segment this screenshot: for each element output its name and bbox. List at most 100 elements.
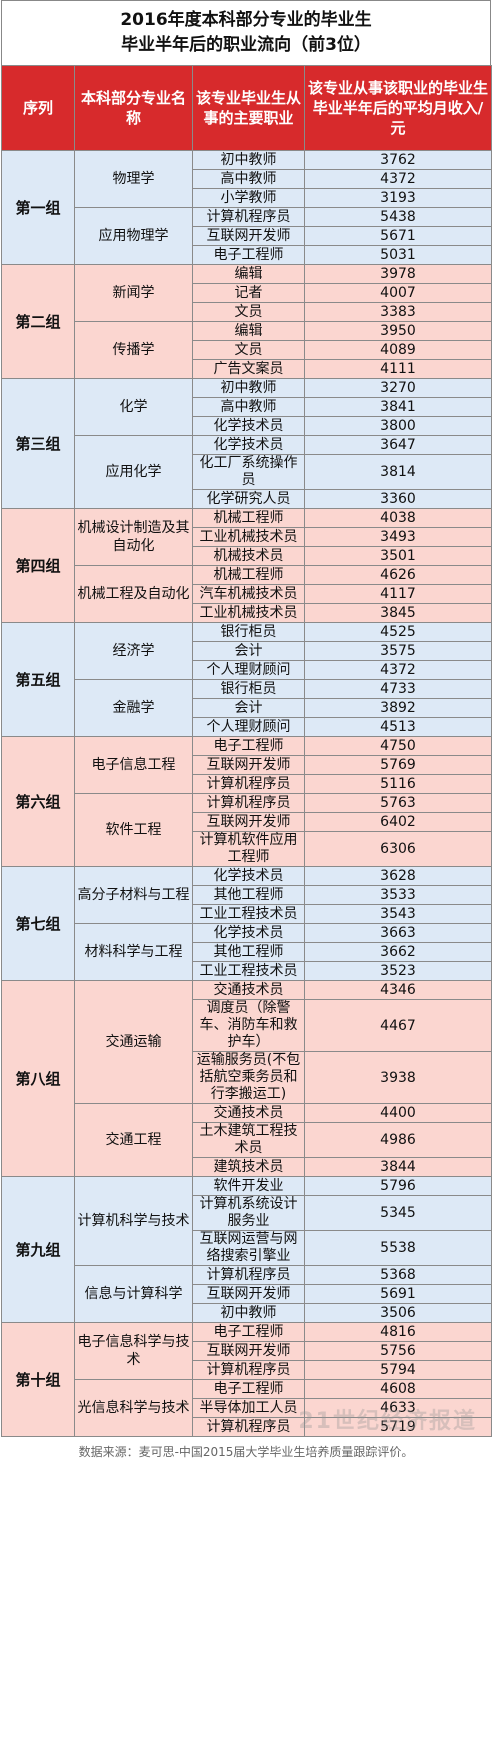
table-row: 文员 3383 — [2, 302, 492, 322]
table-row: 第五组 经济学 银行柜员 4525 — [1, 622, 492, 737]
table-row: 会计 3575 — [2, 641, 492, 661]
job-title: 电子工程师 — [192, 1322, 305, 1342]
job-title: 计算机程序员 — [192, 793, 305, 813]
table-row: 小学教师 3193 — [2, 188, 492, 208]
group-label: 第二组 — [1, 264, 75, 379]
major-name: 经济学 — [74, 622, 193, 680]
monthly-salary: 4750 — [304, 736, 492, 756]
header-job: 该专业毕业生从事的主要职业 — [192, 65, 305, 151]
table-row: 个人理财顾问 4513 — [2, 717, 492, 737]
job-title: 银行柜员 — [192, 679, 305, 699]
job-title: 运输服务员(不包括航空乘务员和行李搬运工) — [192, 1051, 305, 1104]
major-name: 金融学 — [74, 679, 193, 737]
header-salary: 该专业从事该职业的毕业生毕业半年后的平均月收入/元 — [304, 65, 492, 151]
job-title: 个人理财顾问 — [192, 660, 305, 680]
header-group: 序列 — [1, 65, 75, 151]
job-title: 建筑技术员 — [192, 1157, 305, 1177]
monthly-salary: 4626 — [304, 565, 492, 585]
table-row: 第四组 机械设计制造及其自动化 机械工程师 4038 — [1, 508, 492, 623]
table-row: 高中教师 4372 — [2, 169, 492, 189]
table-row: 互联网开发师 5769 — [2, 755, 492, 775]
monthly-salary: 3647 — [304, 435, 492, 455]
table-row: 广告文案员 4111 — [2, 359, 492, 379]
monthly-salary: 3270 — [304, 378, 492, 398]
job-title: 互联网开发师 — [192, 226, 305, 246]
job-title: 会计 — [192, 641, 305, 661]
monthly-salary: 3892 — [304, 698, 492, 718]
table-row: 汽车机械技术员 4117 — [2, 584, 492, 604]
job-title: 高中教师 — [192, 397, 305, 417]
job-title: 软件开发业 — [192, 1176, 305, 1196]
monthly-salary: 3800 — [304, 416, 492, 436]
table-row: 第一组 物理学 初中教师 3762 — [1, 150, 492, 265]
job-title: 工业工程技术员 — [192, 961, 305, 981]
monthly-salary: 5763 — [304, 793, 492, 813]
monthly-salary: 4525 — [304, 622, 492, 642]
table-row: 文员 4089 — [2, 340, 492, 360]
monthly-salary: 4816 — [304, 1322, 492, 1342]
header-row: 序列 本科部分专业名称 该专业毕业生从事的主要职业 该专业从事该职业的毕业生毕业… — [1, 65, 492, 151]
job-title: 半导体加工人员 — [192, 1398, 305, 1418]
monthly-salary: 5719 — [304, 1417, 492, 1437]
table-row: 工业工程技术员 3543 — [2, 904, 492, 924]
group-label: 第三组 — [1, 378, 75, 509]
monthly-salary: 4111 — [304, 359, 492, 379]
major-name: 交通工程 — [74, 1103, 193, 1177]
monthly-salary: 3493 — [304, 527, 492, 547]
table-row: 个人理财顾问 4372 — [2, 660, 492, 680]
table-row: 运输服务员(不包括航空乘务员和行李搬运工) 3938 — [2, 1051, 492, 1104]
monthly-salary: 5769 — [304, 755, 492, 775]
table-row: 化学研究人员 3360 — [2, 489, 492, 509]
job-title: 工业机械技术员 — [192, 527, 305, 547]
monthly-salary: 3575 — [304, 641, 492, 661]
group-label: 第九组 — [1, 1176, 75, 1323]
table-row: 计算机程序员 5116 — [2, 774, 492, 794]
group-label: 第八组 — [1, 980, 75, 1177]
table-row: 材料科学与工程 化学技术员 3663 — [2, 923, 492, 981]
table-row: 第三组 化学 初中教师 3270 — [1, 378, 492, 509]
major-name: 电子信息科学与技术 — [74, 1322, 193, 1380]
job-title: 文员 — [192, 340, 305, 360]
monthly-salary: 3938 — [304, 1051, 492, 1104]
monthly-salary: 3506 — [304, 1303, 492, 1323]
monthly-salary: 5794 — [304, 1360, 492, 1380]
job-title: 初中教师 — [192, 150, 305, 170]
table-row: 计算机程序员 5794 — [2, 1360, 492, 1380]
table-row: 工业机械技术员 3845 — [2, 603, 492, 623]
monthly-salary: 3814 — [304, 454, 492, 490]
monthly-salary: 3978 — [304, 264, 492, 284]
table-row: 第七组 高分子材料与工程 化学技术员 3628 — [1, 866, 492, 981]
major-name: 信息与计算科学 — [74, 1265, 193, 1323]
job-title: 化学技术员 — [192, 866, 305, 886]
monthly-salary: 3844 — [304, 1157, 492, 1177]
table-row: 会计 3892 — [2, 698, 492, 718]
monthly-salary: 4372 — [304, 660, 492, 680]
salary-table: 序列 本科部分专业名称 该专业毕业生从事的主要职业 该专业从事该职业的毕业生毕业… — [1, 65, 492, 1437]
monthly-salary: 5671 — [304, 226, 492, 246]
major-name: 计算机科学与技术 — [74, 1176, 193, 1266]
job-title: 计算机程序员 — [192, 1360, 305, 1380]
table-row: 机械工程及自动化 机械工程师 4626 — [2, 565, 492, 623]
major-name: 传播学 — [74, 321, 193, 379]
major-name: 软件工程 — [74, 793, 193, 867]
monthly-salary: 3383 — [304, 302, 492, 322]
table-row: 第二组 新闻学 编辑 3978 — [1, 264, 492, 379]
title-line-2: 毕业半年后的职业流向（前3位） — [121, 35, 371, 55]
table-row: 传播学 编辑 3950 — [2, 321, 492, 379]
job-title: 广告文案员 — [192, 359, 305, 379]
job-title: 工业工程技术员 — [192, 904, 305, 924]
major-name: 应用化学 — [74, 435, 193, 509]
table-row: 初中教师 3506 — [2, 1303, 492, 1323]
monthly-salary: 4007 — [304, 283, 492, 303]
table-row: 光信息科学与技术 电子工程师 4608 — [2, 1379, 492, 1437]
major-name: 光信息科学与技术 — [74, 1379, 193, 1437]
job-title: 土木建筑工程技术员 — [192, 1122, 305, 1158]
job-title: 化学技术员 — [192, 416, 305, 436]
table-row: 互联网开发师 6402 — [2, 812, 492, 832]
monthly-salary: 6306 — [304, 831, 492, 867]
job-title: 互联网开发师 — [192, 812, 305, 832]
monthly-salary: 5756 — [304, 1341, 492, 1361]
table-row: 第九组 计算机科学与技术 软件开发业 5796 — [1, 1176, 492, 1323]
table-row: 其他工程师 3533 — [2, 885, 492, 905]
monthly-salary: 4513 — [304, 717, 492, 737]
